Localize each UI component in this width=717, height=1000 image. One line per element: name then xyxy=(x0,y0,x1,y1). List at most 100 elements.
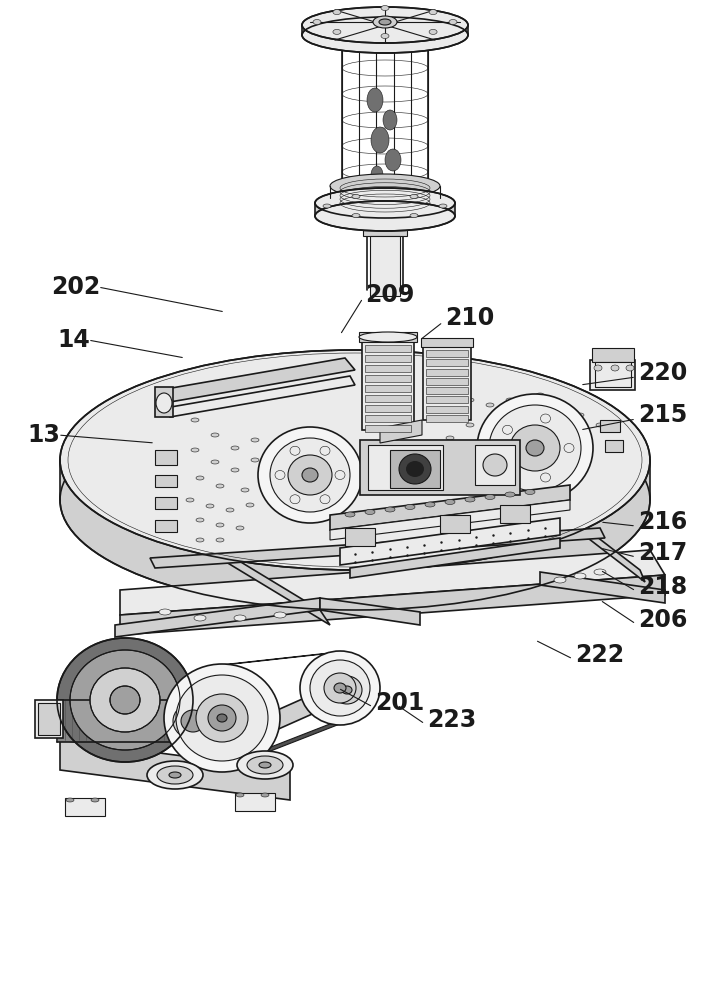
Ellipse shape xyxy=(406,461,424,477)
Polygon shape xyxy=(155,510,330,625)
Bar xyxy=(362,340,414,430)
Polygon shape xyxy=(60,460,650,500)
Ellipse shape xyxy=(191,418,199,422)
Bar xyxy=(426,396,468,403)
Ellipse shape xyxy=(181,710,205,732)
Ellipse shape xyxy=(315,201,455,231)
Ellipse shape xyxy=(313,19,321,24)
Ellipse shape xyxy=(446,436,454,440)
Bar xyxy=(359,332,417,342)
Ellipse shape xyxy=(194,615,206,621)
Bar xyxy=(500,505,530,523)
Bar xyxy=(426,378,468,385)
Ellipse shape xyxy=(486,403,494,407)
Ellipse shape xyxy=(330,186,440,210)
Ellipse shape xyxy=(234,615,246,621)
Ellipse shape xyxy=(506,438,514,442)
Polygon shape xyxy=(217,722,345,768)
Bar xyxy=(421,338,473,347)
Ellipse shape xyxy=(196,694,248,742)
Ellipse shape xyxy=(486,446,494,450)
Ellipse shape xyxy=(290,446,300,455)
Ellipse shape xyxy=(485,494,495,499)
Ellipse shape xyxy=(405,504,415,510)
Ellipse shape xyxy=(302,17,468,53)
Ellipse shape xyxy=(159,609,171,615)
Ellipse shape xyxy=(288,455,332,495)
Ellipse shape xyxy=(510,425,560,471)
Ellipse shape xyxy=(383,110,397,130)
Bar xyxy=(592,348,634,362)
Text: 14: 14 xyxy=(57,328,90,352)
Bar xyxy=(595,362,631,387)
Ellipse shape xyxy=(345,512,355,517)
Ellipse shape xyxy=(191,448,199,452)
Ellipse shape xyxy=(261,793,269,797)
Bar xyxy=(365,395,411,402)
Ellipse shape xyxy=(446,388,454,392)
Ellipse shape xyxy=(290,495,300,504)
Bar xyxy=(155,475,177,487)
Polygon shape xyxy=(320,598,420,625)
Ellipse shape xyxy=(156,393,172,413)
Ellipse shape xyxy=(342,686,352,694)
Ellipse shape xyxy=(208,705,236,731)
Ellipse shape xyxy=(211,460,219,464)
Bar xyxy=(365,415,411,422)
Ellipse shape xyxy=(477,394,593,502)
Text: 206: 206 xyxy=(638,608,688,632)
Ellipse shape xyxy=(371,127,389,153)
Ellipse shape xyxy=(90,668,160,732)
Ellipse shape xyxy=(147,761,203,789)
Ellipse shape xyxy=(333,29,341,34)
Polygon shape xyxy=(120,550,665,615)
Ellipse shape xyxy=(506,418,514,422)
Ellipse shape xyxy=(410,194,418,198)
Bar xyxy=(38,703,60,735)
Polygon shape xyxy=(575,520,645,582)
Ellipse shape xyxy=(164,664,280,772)
Ellipse shape xyxy=(352,194,360,198)
Ellipse shape xyxy=(503,462,513,471)
Ellipse shape xyxy=(449,19,457,24)
Bar xyxy=(35,700,63,738)
Ellipse shape xyxy=(379,19,391,25)
Text: 201: 201 xyxy=(375,691,424,715)
Ellipse shape xyxy=(445,499,455,504)
Text: 210: 210 xyxy=(445,306,494,330)
Polygon shape xyxy=(220,652,342,665)
Text: 223: 223 xyxy=(427,708,476,732)
Polygon shape xyxy=(340,518,560,565)
Bar xyxy=(365,345,411,352)
Bar xyxy=(600,420,620,432)
Ellipse shape xyxy=(425,502,435,507)
Ellipse shape xyxy=(367,88,383,112)
Ellipse shape xyxy=(196,476,204,480)
Ellipse shape xyxy=(594,365,602,371)
Polygon shape xyxy=(120,575,665,635)
Ellipse shape xyxy=(410,214,418,218)
Bar xyxy=(605,440,623,452)
Ellipse shape xyxy=(325,670,369,710)
Ellipse shape xyxy=(211,433,219,437)
Ellipse shape xyxy=(274,612,286,618)
Ellipse shape xyxy=(266,498,274,502)
Bar xyxy=(365,405,411,412)
Ellipse shape xyxy=(60,390,650,610)
Polygon shape xyxy=(315,203,455,216)
Ellipse shape xyxy=(503,425,513,434)
Ellipse shape xyxy=(486,426,494,430)
Polygon shape xyxy=(210,680,355,755)
Ellipse shape xyxy=(231,446,239,450)
Text: 209: 209 xyxy=(365,283,414,307)
Ellipse shape xyxy=(216,538,224,542)
Ellipse shape xyxy=(536,393,544,397)
Text: 220: 220 xyxy=(638,361,688,385)
Ellipse shape xyxy=(352,214,360,218)
Bar xyxy=(365,365,411,372)
Ellipse shape xyxy=(66,798,74,802)
Ellipse shape xyxy=(320,495,330,504)
Ellipse shape xyxy=(320,446,330,455)
Polygon shape xyxy=(57,700,195,742)
Ellipse shape xyxy=(536,418,544,422)
